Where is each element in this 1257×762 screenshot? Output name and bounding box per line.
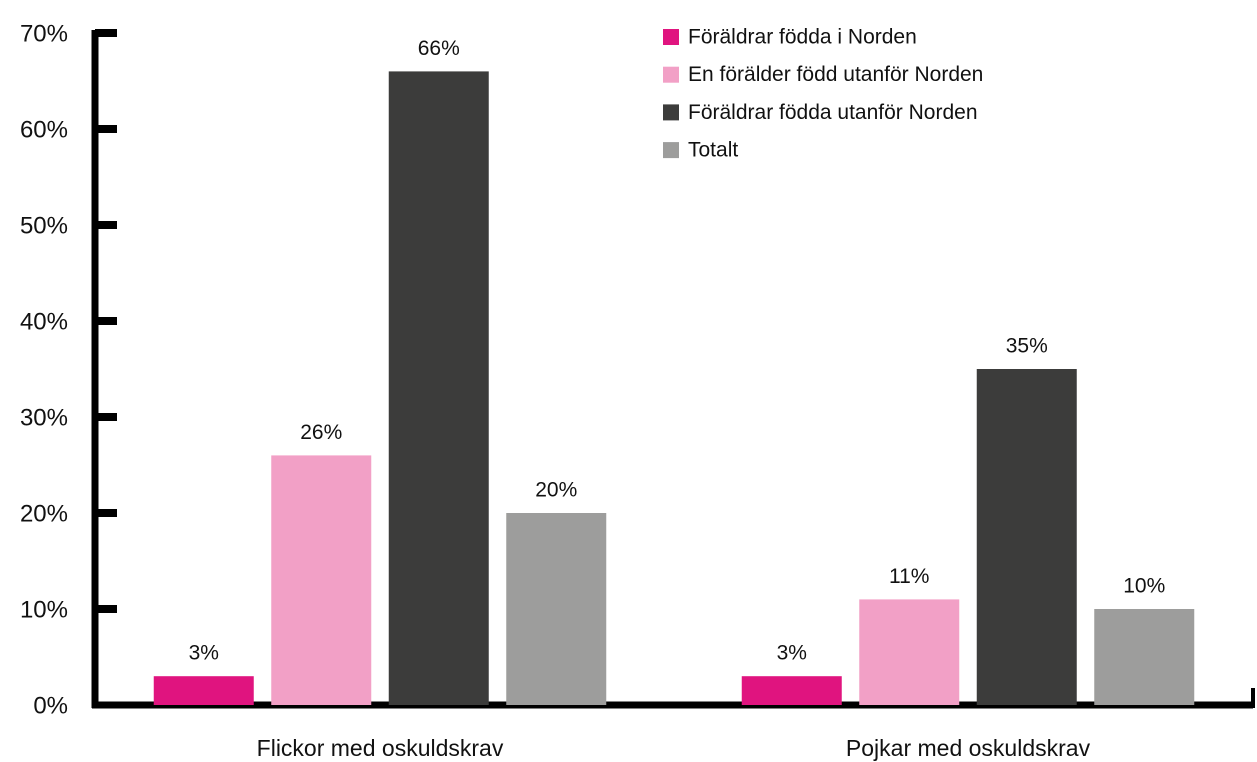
value-label: 66% xyxy=(418,37,460,60)
legend-swatch xyxy=(663,104,679,121)
y-tick-label: 60% xyxy=(20,116,68,143)
y-tick-label: 10% xyxy=(20,596,68,623)
legend-swatch xyxy=(663,29,679,45)
value-label: 3% xyxy=(189,642,219,665)
bar xyxy=(741,676,842,705)
bar xyxy=(1094,609,1195,705)
value-label: 35% xyxy=(1006,335,1048,358)
legend-label: Totalt xyxy=(688,139,738,162)
y-tick-label: 40% xyxy=(20,308,68,335)
value-label: 11% xyxy=(889,565,929,588)
value-label: 3% xyxy=(777,642,807,665)
x-tick-label: Flickor med oskuldskrav xyxy=(257,735,504,761)
y-tick-label: 50% xyxy=(20,212,68,239)
legend-label: Föräldrar födda i Norden xyxy=(688,26,917,49)
bar xyxy=(271,455,372,705)
y-tick-label: 0% xyxy=(33,692,68,719)
bar xyxy=(153,676,254,705)
y-tick-label: 70% xyxy=(20,20,68,47)
legend-label: Föräldrar födda utanför Norden xyxy=(688,101,978,124)
bar xyxy=(506,513,607,705)
legend-swatch xyxy=(663,142,679,159)
value-label: 10% xyxy=(1123,575,1165,598)
value-label: 20% xyxy=(535,479,577,502)
value-label: 26% xyxy=(300,421,342,444)
bar xyxy=(859,599,960,705)
y-tick-label: 20% xyxy=(20,500,68,527)
legend-label: En förälder född utanför Norden xyxy=(688,63,983,86)
bar xyxy=(388,71,489,705)
y-tick-label: 30% xyxy=(20,404,68,431)
x-tick-label: Pojkar med oskuldskrav xyxy=(846,735,1091,761)
legend-swatch xyxy=(663,66,679,83)
bar xyxy=(976,369,1077,705)
